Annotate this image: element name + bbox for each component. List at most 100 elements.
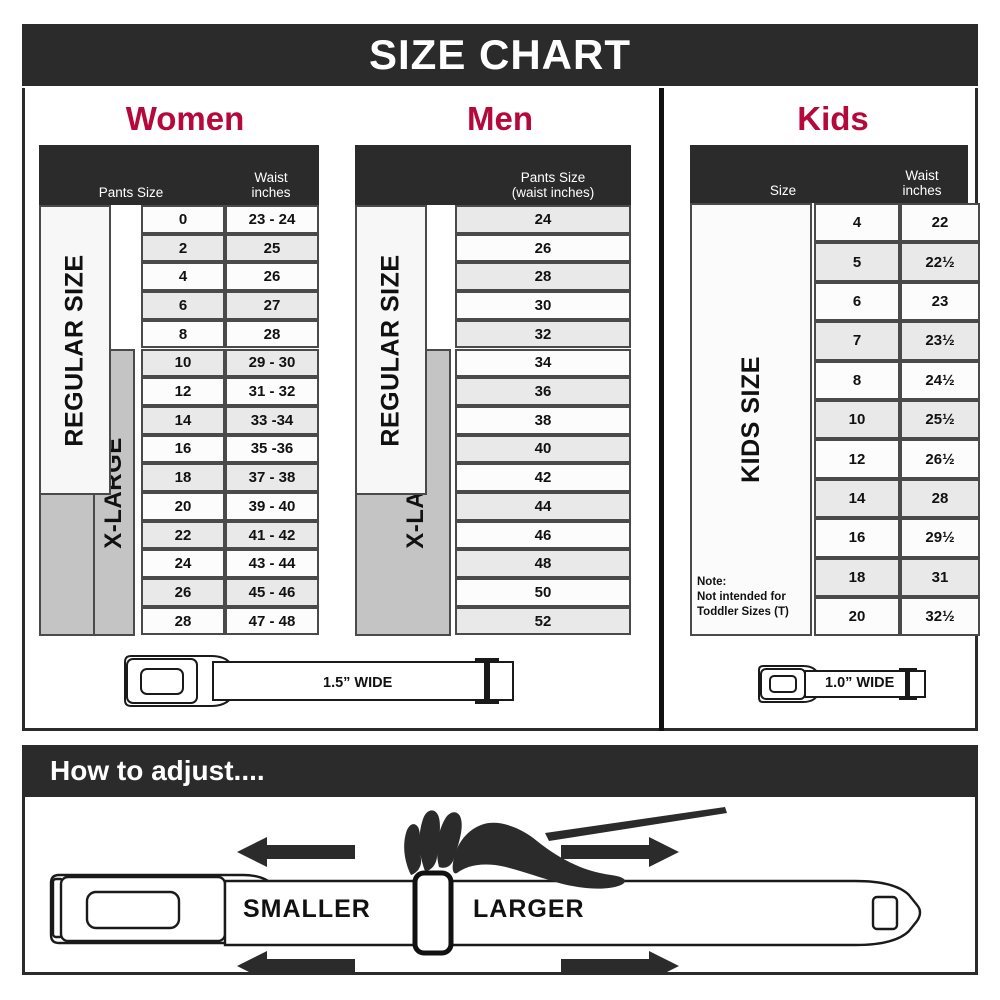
women-col-pants-size-header: Pants Size <box>98 184 164 200</box>
smaller-label: SMALLER <box>243 895 371 923</box>
kids-row-size-cell: 12 <box>814 439 900 479</box>
kids-row-waist-cell: 29½ <box>900 518 980 558</box>
women-row-waist-cell: 39 - 40 <box>225 492 319 521</box>
adult-belt-illustration <box>124 655 514 707</box>
page-title: SIZE CHART <box>369 31 631 78</box>
men-row-size-cell: 30 <box>455 291 631 320</box>
how-to-adjust-panel: SMALLER LARGER <box>22 797 978 975</box>
men-row-size-cell: 46 <box>455 520 631 550</box>
kids-row-waist-cell: 22 <box>900 203 980 243</box>
women-row-size-cell: 22 <box>141 520 225 550</box>
kids-col-waist-header: Waist inches <box>902 167 942 198</box>
kids-section-title: Kids <box>797 100 869 137</box>
arrow-right-bottom <box>561 951 679 975</box>
kids-category-box: KIDS SIZE <box>690 203 812 636</box>
women-row-size-cell: 28 <box>141 606 225 636</box>
kids-row-size-cell: 8 <box>814 360 900 400</box>
kids-row-waist-cell: 31 <box>900 557 980 597</box>
women-row-waist-cell: 45 - 46 <box>225 578 319 607</box>
women-row-size-cell: 8 <box>141 319 225 349</box>
women-category-regular-label-box: REGULAR SIZE <box>39 205 111 495</box>
women-table-header: Pants Size Waist inches <box>39 145 319 205</box>
kids-row-waist-cell: 28 <box>900 478 980 519</box>
tables-panel: Women Pants Size Waist inches REGULAR SI… <box>22 88 980 731</box>
kids-row-size-cell: 7 <box>814 321 900 361</box>
kids-row-size-cell: 20 <box>814 597 900 637</box>
kids-col-size-header: Size <box>769 182 797 198</box>
women-row-size-cell: 26 <box>141 578 225 607</box>
women-row-size-cell: 12 <box>141 377 225 406</box>
women-row-size-cell: 16 <box>141 434 225 464</box>
women-row-size-cell: 4 <box>141 262 225 292</box>
women-row-waist-cell: 23 - 24 <box>225 205 319 234</box>
women-col-waist-header: Waist inches <box>251 169 291 200</box>
women-row-waist-cell: 37 - 38 <box>225 463 319 492</box>
women-row-size-cell: 20 <box>141 492 225 521</box>
women-row-size-cell: 24 <box>141 549 225 579</box>
men-row-size-cell: 40 <box>455 434 631 464</box>
kids-row-size-cell: 14 <box>814 478 900 519</box>
women-row-waist-cell: 33 -34 <box>225 405 319 435</box>
kids-row-size-cell: 4 <box>814 203 900 243</box>
kids-row-size-cell: 18 <box>814 557 900 597</box>
women-row-size-cell: 6 <box>141 291 225 320</box>
section-divider-men-kids <box>659 88 664 731</box>
kids-note: Note: Not intended for Toddler Sizes (T) <box>697 576 789 619</box>
women-row-waist-cell: 35 -36 <box>225 434 319 464</box>
men-row-size-cell: 28 <box>455 262 631 292</box>
kids-table-header: Size Waist inches <box>690 145 968 203</box>
men-row-size-cell: 24 <box>455 205 631 234</box>
men-table-header: Pants Size (waist inches) <box>355 145 631 205</box>
how-to-adjust-bar: How to adjust.... <box>22 745 978 797</box>
women-row-size-cell: 2 <box>141 233 225 263</box>
title-bar: SIZE CHART <box>22 24 978 86</box>
belt-adjust-illustration <box>49 807 922 975</box>
women-row-waist-cell: 29 - 30 <box>225 348 319 378</box>
women-row-waist-cell: 26 <box>225 262 319 292</box>
kids-row-size-cell: 16 <box>814 518 900 558</box>
kids-row-waist-cell: 23½ <box>900 321 980 361</box>
kids-row-waist-cell: 32½ <box>900 597 980 637</box>
women-row-waist-cell: 41 - 42 <box>225 520 319 550</box>
kids-row-waist-cell: 22½ <box>900 242 980 282</box>
men-category-regular-size: REGULAR SIZE <box>355 205 427 495</box>
arrow-right-top <box>561 837 679 867</box>
women-section-title: Women <box>125 100 245 137</box>
women-row-waist-cell: 27 <box>225 291 319 320</box>
arrow-left-bottom <box>237 951 355 975</box>
kids-row-waist-cell: 26½ <box>900 439 980 479</box>
arrow-left-top <box>237 837 355 867</box>
women-row-waist-cell: 28 <box>225 319 319 349</box>
women-row-size-cell: 18 <box>141 463 225 492</box>
men-row-size-cell: 34 <box>455 348 631 378</box>
how-to-adjust-heading: How to adjust.... <box>50 755 265 786</box>
men-row-size-cell: 52 <box>455 606 631 636</box>
men-section-title: Men <box>467 100 533 137</box>
women-row-size-cell: 14 <box>141 405 225 435</box>
men-row-size-cell: 36 <box>455 377 631 406</box>
women-row-waist-cell: 43 - 44 <box>225 549 319 579</box>
kids-row-size-cell: 6 <box>814 281 900 322</box>
men-col-pants-size-header: Pants Size (waist inches) <box>511 169 595 200</box>
women-row-waist-cell: 25 <box>225 233 319 263</box>
men-row-size-cell: 26 <box>455 233 631 263</box>
men-row-size-cell: 48 <box>455 549 631 579</box>
men-row-size-cell: 44 <box>455 492 631 521</box>
kids-row-size-cell: 10 <box>814 400 900 440</box>
men-row-size-cell: 38 <box>455 405 631 435</box>
kids-row-waist-cell: 25½ <box>900 400 980 440</box>
men-row-size-cell: 42 <box>455 463 631 492</box>
kids-belt-illustration <box>758 665 926 703</box>
women-row-size-cell: 10 <box>141 348 225 378</box>
adult-belt-width-label: 1.5” WIDE <box>323 675 393 691</box>
kids-belt-width-label: 1.0” WIDE <box>825 675 895 691</box>
men-row-size-cell: 50 <box>455 578 631 607</box>
kids-row-waist-cell: 23 <box>900 281 980 322</box>
kids-row-waist-cell: 24½ <box>900 360 980 400</box>
men-row-size-cell: 32 <box>455 319 631 349</box>
women-row-waist-cell: 31 - 32 <box>225 377 319 406</box>
women-row-size-cell: 0 <box>141 205 225 234</box>
women-row-waist-cell: 47 - 48 <box>225 606 319 636</box>
kids-row-size-cell: 5 <box>814 242 900 282</box>
larger-label: LARGER <box>473 895 585 923</box>
